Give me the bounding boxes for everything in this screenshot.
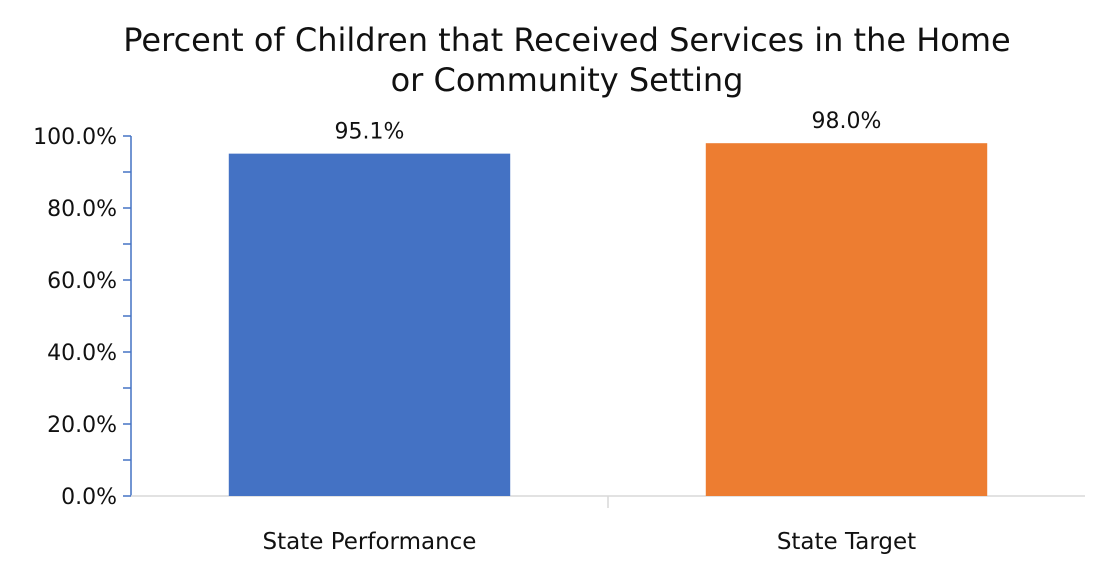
y-tick-label: 40.0%: [47, 341, 117, 366]
chart-title-line-1: Percent of Children that Received Servic…: [123, 21, 1010, 59]
data-label: 95.1%: [335, 120, 405, 145]
x-category-label: State Performance: [263, 529, 477, 555]
data-label: 98.0%: [812, 109, 882, 134]
bars: [228, 143, 988, 496]
y-tick-label: 20.0%: [47, 413, 117, 438]
y-tick-label: 100.0%: [33, 125, 117, 150]
chart-title-line-2: or Community Setting: [391, 61, 744, 99]
x-category-label: State Target: [777, 529, 916, 555]
y-tick-label: 60.0%: [47, 269, 117, 294]
y-tick-label: 80.0%: [47, 197, 117, 222]
y-tick-label: 0.0%: [61, 485, 117, 510]
labels: 95.1% State Performance 98.0% State Target: [263, 109, 917, 555]
axes: 0.0% 20.0% 40.0% 60.0% 80.0% 100.0%: [33, 125, 1085, 510]
bar-2: [705, 143, 988, 496]
bar-1: [228, 153, 511, 496]
